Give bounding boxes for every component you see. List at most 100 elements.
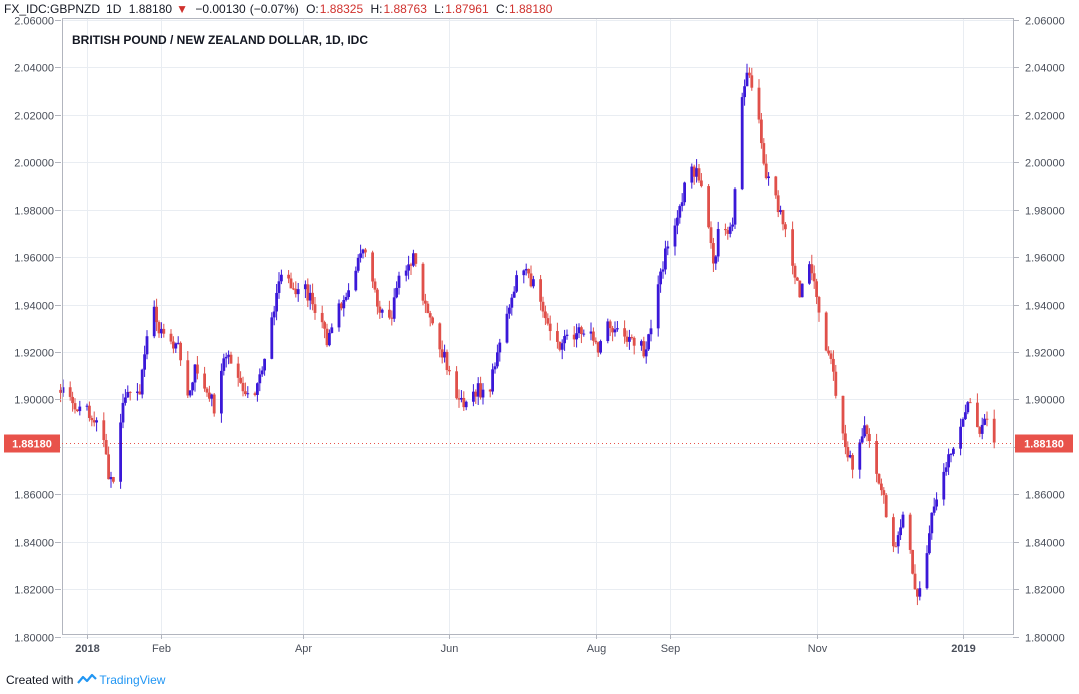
candle (606, 318, 610, 344)
candle-body (306, 284, 310, 301)
candle-body (508, 307, 511, 314)
candle-body (911, 549, 914, 574)
timeframe[interactable]: 1D (106, 2, 122, 16)
candle (527, 268, 530, 279)
candle-body (596, 342, 600, 353)
candle (851, 453, 854, 479)
candle-body (745, 72, 749, 87)
candle-body (884, 495, 888, 518)
candle-body (565, 334, 569, 337)
candle (824, 311, 828, 352)
candle (932, 497, 936, 516)
candle-body (800, 283, 804, 298)
candle (976, 393, 979, 428)
candle (421, 262, 425, 306)
candle-body (376, 289, 379, 307)
candle-body (556, 331, 559, 342)
candle-body (983, 418, 986, 425)
candle (841, 395, 845, 441)
candle (623, 320, 626, 344)
candle-body (863, 425, 866, 437)
tradingview-brand[interactable]: TradingView (99, 673, 166, 687)
candle-body (834, 371, 838, 396)
candle-body (102, 420, 106, 441)
candle-body (472, 391, 475, 402)
candle (762, 138, 766, 166)
candle-body (445, 351, 449, 371)
x-tick-label: Jun (441, 643, 459, 655)
candle-body (407, 264, 410, 271)
candle (896, 531, 900, 554)
candle (791, 221, 794, 275)
candle-body (414, 253, 418, 264)
candle (515, 270, 518, 293)
candle (296, 282, 300, 302)
candle (577, 323, 581, 338)
candle (323, 320, 326, 339)
candle-body (85, 405, 89, 407)
candle-body (527, 268, 530, 274)
candle-body (642, 341, 646, 357)
candle (834, 364, 838, 399)
candle-body (808, 264, 811, 284)
candle-body (292, 288, 295, 290)
candle-body (841, 395, 845, 434)
candle-body (796, 277, 799, 281)
candle (611, 325, 614, 342)
candle-body (121, 402, 125, 423)
candle (865, 424, 869, 442)
candle (474, 389, 478, 404)
candle (176, 336, 180, 345)
candle (944, 461, 948, 476)
candle-body (532, 279, 535, 287)
candle (952, 446, 955, 457)
tradingview-logo-icon[interactable] (77, 671, 98, 691)
candle (205, 386, 209, 397)
candle (92, 411, 96, 427)
candle-body (630, 337, 634, 339)
y-tick-label-left: 2.04000 (14, 63, 54, 75)
candle (779, 205, 782, 215)
candle (143, 345, 146, 377)
candle-body (844, 433, 847, 447)
candle-body (899, 527, 902, 536)
candle-body (71, 396, 74, 404)
candle (476, 377, 480, 405)
candle (354, 266, 358, 292)
candle-body (726, 230, 730, 234)
candle (642, 336, 646, 359)
candle-body (395, 287, 398, 298)
candle (397, 271, 401, 295)
candle-body (109, 477, 113, 480)
candle-body (980, 424, 984, 434)
candle (724, 223, 727, 236)
y-tick-label-left: 2.00000 (14, 158, 54, 170)
candle-body (476, 383, 480, 397)
candle (340, 301, 343, 311)
candle-body (140, 369, 144, 395)
candle (404, 265, 408, 282)
candle-body (541, 301, 545, 312)
candle-body (361, 249, 365, 254)
last-price-label-right: 1.88180 (1024, 439, 1064, 451)
candle-body (877, 473, 881, 484)
symbol-name[interactable]: FX_IDC:GBPNZD (4, 2, 101, 16)
candle-body (649, 328, 653, 335)
candle-body (244, 391, 247, 395)
candle-body (493, 366, 497, 370)
candle-body (947, 454, 950, 468)
candle (496, 344, 499, 369)
candle (565, 329, 569, 340)
candle (608, 319, 612, 337)
candle-body (155, 306, 158, 323)
candle-body (656, 284, 660, 329)
candle (899, 519, 902, 540)
candle-body (776, 195, 780, 213)
candle (306, 278, 310, 308)
candle-body (227, 354, 230, 357)
candle (308, 284, 312, 310)
candle (880, 478, 883, 496)
candle (592, 327, 595, 346)
candle-body (664, 248, 667, 270)
